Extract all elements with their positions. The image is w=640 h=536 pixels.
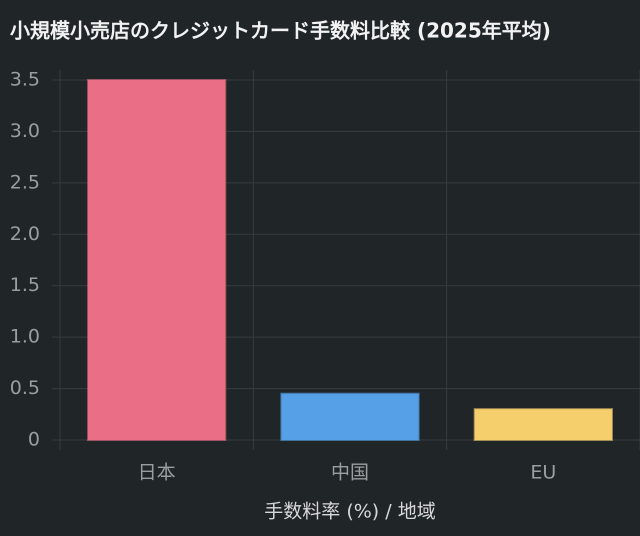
bar [87,79,227,441]
y-tick-label: 1.5 [10,274,40,296]
y-tick-label: 1.0 [10,326,40,348]
bar [280,392,420,442]
y-tick-label: 2.0 [10,223,40,245]
y-tick-label: 3.0 [10,120,40,142]
y-tick-label: 2.5 [10,171,40,193]
bar [473,408,613,441]
x-tick-label: 中国 [331,462,369,484]
chart-title: 小規模小売店のクレジットカード手数料比較 (2025年平均) [10,19,551,43]
x-tick-label: EU [530,462,556,484]
y-tick-label: 3.5 [10,69,40,91]
x-axis-title: 手数料率 (%) / 地域 [264,501,435,523]
y-tick-label: 0 [28,429,40,451]
x-tick-label: 日本 [138,462,176,484]
y-tick-label: 0.5 [10,377,40,399]
